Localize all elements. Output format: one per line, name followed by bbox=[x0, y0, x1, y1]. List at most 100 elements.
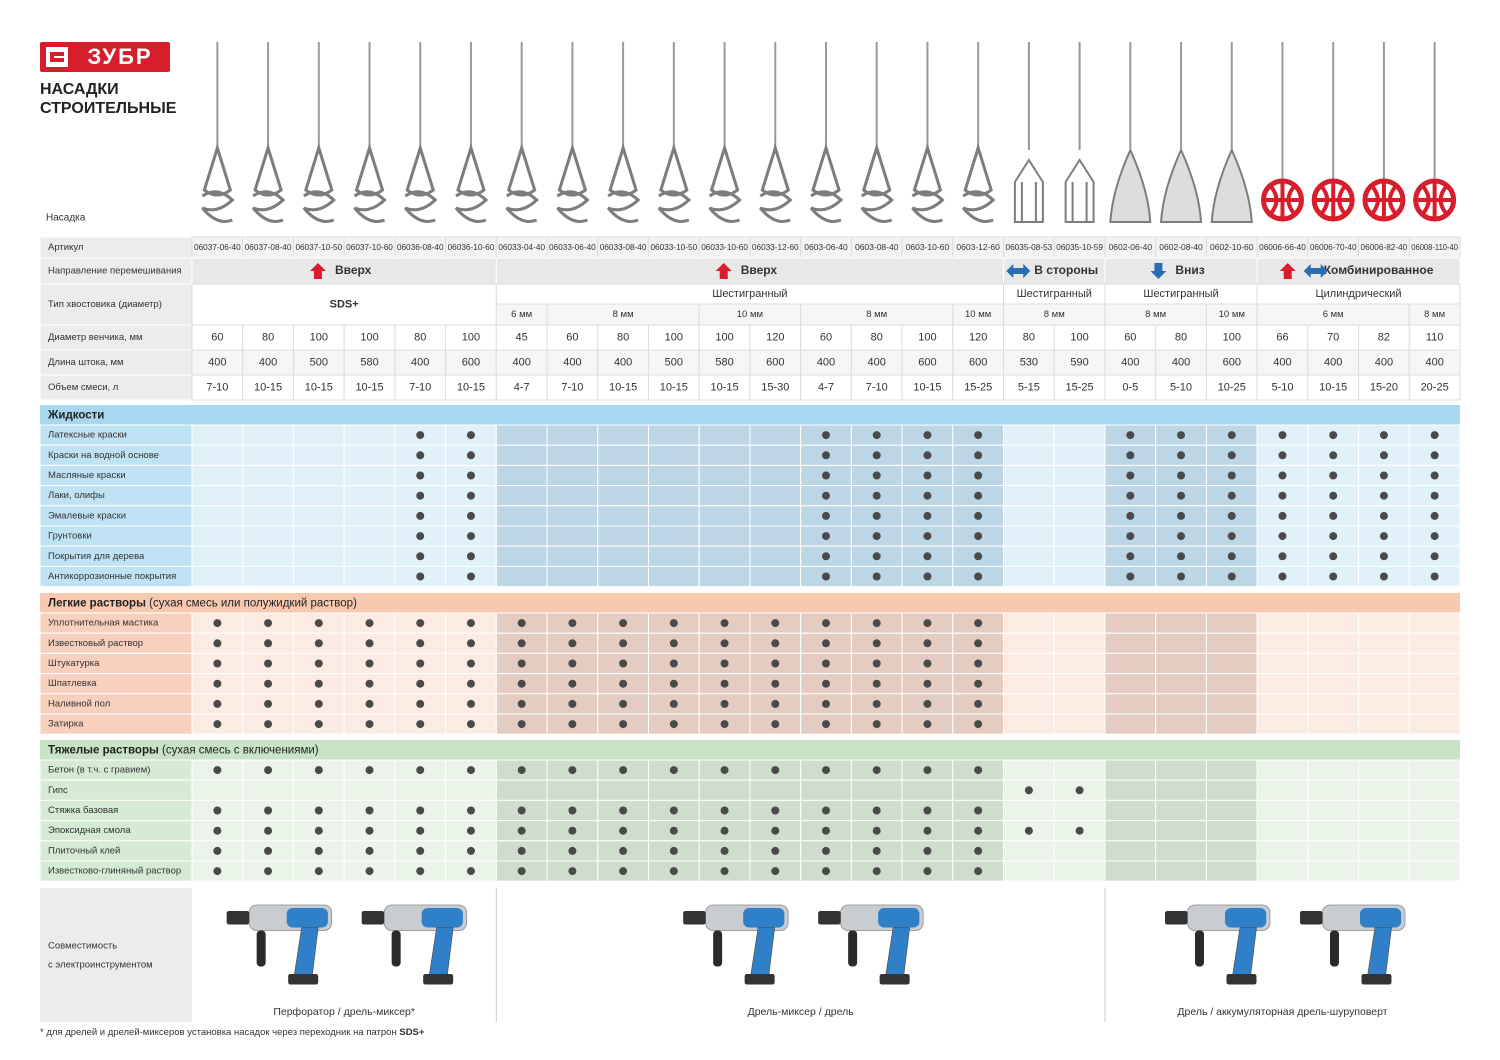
cell bbox=[1155, 820, 1207, 842]
row-label: Стяжка базовая bbox=[48, 805, 118, 816]
dot bbox=[1126, 451, 1135, 460]
dot bbox=[1126, 532, 1135, 541]
spec-cell bbox=[1053, 349, 1106, 376]
tool-body-accent bbox=[286, 908, 328, 928]
shank-label: Шестигранный bbox=[1143, 288, 1218, 300]
dot bbox=[872, 451, 881, 460]
dot bbox=[771, 720, 780, 729]
dot bbox=[974, 659, 983, 668]
direction-label: Комбинированное bbox=[1324, 263, 1434, 277]
dot bbox=[974, 431, 983, 440]
diameter-value: 120 bbox=[766, 331, 784, 343]
dot bbox=[416, 639, 425, 648]
dot bbox=[1126, 572, 1135, 581]
dot bbox=[314, 679, 323, 688]
spec-cell bbox=[445, 349, 497, 376]
dot bbox=[872, 806, 881, 815]
cell bbox=[647, 565, 700, 588]
cell bbox=[1053, 464, 1106, 487]
nozzle-head bbox=[404, 142, 438, 223]
dot bbox=[314, 720, 323, 729]
section-title-text: Жидкости bbox=[47, 410, 104, 422]
row-label: Известковый раствор bbox=[48, 638, 143, 649]
dot bbox=[1430, 491, 1439, 500]
volume-value: 10-15 bbox=[609, 381, 637, 393]
cell bbox=[749, 779, 802, 801]
cell bbox=[343, 565, 396, 588]
dot bbox=[466, 766, 475, 775]
cell bbox=[1358, 759, 1410, 781]
article-value: 0603-06-40 bbox=[804, 242, 848, 252]
dot bbox=[1278, 532, 1287, 541]
dot bbox=[314, 766, 323, 775]
cell bbox=[1256, 820, 1309, 842]
dot bbox=[923, 639, 932, 648]
spec-cell bbox=[1307, 324, 1360, 351]
dot bbox=[872, 699, 881, 708]
spec-cell bbox=[1256, 324, 1309, 351]
section-note: (сухая смесь или полужидкий раствор) bbox=[146, 598, 357, 610]
cell bbox=[647, 464, 700, 487]
dot bbox=[568, 720, 577, 729]
spec-cell bbox=[952, 324, 1005, 351]
length-value: 400 bbox=[1375, 356, 1393, 368]
cell bbox=[1104, 799, 1157, 822]
tool-body-accent bbox=[1359, 908, 1402, 928]
cell bbox=[292, 779, 345, 801]
spec-cell bbox=[901, 324, 954, 351]
cell bbox=[394, 779, 447, 801]
dot bbox=[213, 619, 222, 628]
tool-handle bbox=[885, 927, 911, 977]
dot bbox=[923, 679, 932, 688]
dot bbox=[1329, 431, 1338, 440]
dot bbox=[923, 471, 932, 480]
cell bbox=[1256, 693, 1309, 715]
section-title: Легкие растворы (сухая смесь или полужид… bbox=[48, 598, 357, 610]
dot bbox=[416, 806, 425, 815]
dot bbox=[466, 491, 475, 500]
dot bbox=[1329, 471, 1338, 480]
cell bbox=[1358, 860, 1410, 882]
cell bbox=[597, 505, 649, 527]
diameter-value: 80 bbox=[414, 331, 426, 343]
cell bbox=[292, 464, 345, 487]
cell bbox=[495, 424, 548, 446]
cell bbox=[1205, 632, 1258, 654]
cell bbox=[1104, 860, 1157, 882]
cell bbox=[1358, 799, 1410, 822]
diameter-value: 100 bbox=[715, 331, 733, 343]
cell bbox=[495, 565, 548, 588]
cell bbox=[546, 464, 599, 487]
tool-side-handle bbox=[713, 930, 723, 967]
tool-side-handle bbox=[391, 930, 401, 967]
dot bbox=[264, 659, 273, 668]
cell bbox=[1053, 632, 1106, 654]
cell bbox=[242, 444, 294, 466]
dot bbox=[974, 639, 983, 648]
article-value: 06006-70-40 bbox=[1310, 242, 1357, 252]
cell bbox=[292, 565, 345, 588]
spec-cell bbox=[191, 349, 244, 376]
cell bbox=[191, 525, 244, 547]
dot bbox=[416, 826, 425, 835]
row-label: Лаки, олифы bbox=[48, 490, 105, 501]
article-value: 06033-04-40 bbox=[498, 242, 545, 252]
dot bbox=[720, 679, 729, 688]
cell bbox=[343, 424, 396, 446]
tool-side-handle bbox=[1194, 930, 1204, 967]
cell bbox=[191, 505, 244, 527]
dot bbox=[213, 867, 222, 876]
dot bbox=[1379, 532, 1388, 541]
dot bbox=[517, 639, 526, 648]
dot bbox=[1227, 431, 1236, 440]
cell bbox=[1256, 673, 1309, 695]
length-value: 400 bbox=[208, 356, 226, 368]
cell bbox=[597, 565, 649, 588]
dot bbox=[669, 806, 678, 815]
logo-text: ЗУБР bbox=[87, 44, 152, 69]
cell bbox=[749, 565, 802, 588]
cell bbox=[698, 485, 751, 507]
cell bbox=[1053, 424, 1106, 446]
cell bbox=[1155, 673, 1207, 695]
compat-label: с электроинструментом bbox=[48, 960, 153, 971]
